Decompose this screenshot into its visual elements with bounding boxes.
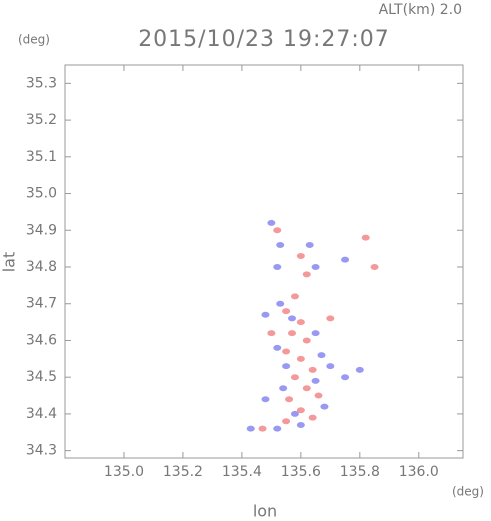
echo-point <box>273 264 282 271</box>
echo-point <box>302 385 311 392</box>
echo-point <box>261 396 270 403</box>
echo-point <box>290 410 299 417</box>
x-tick-label: 135.6 <box>281 464 321 480</box>
echo-point <box>302 337 311 344</box>
y-tick-label: 35.3 <box>26 75 57 91</box>
x-tick-label: 135.4 <box>222 464 262 480</box>
echo-point <box>273 227 282 234</box>
y-tick-label: 34.6 <box>26 332 57 348</box>
echo-point <box>311 377 320 384</box>
echo-point <box>326 363 335 370</box>
echo-point <box>355 366 364 373</box>
plot-frame <box>64 64 464 459</box>
echo-point <box>288 330 297 337</box>
x-unit: (deg) <box>452 485 484 499</box>
y-tick-label: 34.9 <box>26 222 57 238</box>
y-tick-label: 34.5 <box>26 369 57 385</box>
echo-point <box>282 348 291 355</box>
echo-point <box>311 264 320 271</box>
echo-point <box>326 315 335 322</box>
echo-point <box>361 234 370 241</box>
y-tick-label: 35.1 <box>26 149 57 165</box>
echo-point <box>273 344 282 351</box>
echo-point <box>341 256 350 263</box>
echo-point <box>296 421 305 428</box>
echo-point <box>311 330 320 337</box>
echo-point <box>305 241 314 248</box>
echo-point <box>296 407 305 414</box>
y-tick-label: 34.4 <box>26 406 57 422</box>
echo-point <box>308 414 317 421</box>
echo-point <box>296 252 305 259</box>
echo-point <box>276 300 285 307</box>
echo-point <box>267 330 276 337</box>
echo-point <box>308 366 317 373</box>
y-tick-label: 34.7 <box>26 296 57 312</box>
x-tick-label: 136.0 <box>399 464 439 480</box>
x-tick-label: 135.0 <box>104 464 144 480</box>
echo-point <box>285 396 294 403</box>
echo-point <box>261 311 270 318</box>
echo-point <box>296 319 305 326</box>
y-tick-label: 34.8 <box>26 259 57 275</box>
echo-point <box>320 403 329 410</box>
chart-title: 2015/10/23 19:27:07 <box>138 27 390 52</box>
y-tick-label: 34.3 <box>26 443 57 459</box>
echo-point <box>290 293 299 300</box>
chart-subtitle: ALT(km) 2.0 <box>379 2 462 18</box>
echo-point <box>341 374 350 381</box>
echo-point <box>273 425 282 432</box>
x-axis-label: lon <box>253 502 277 521</box>
echo-point <box>317 352 326 359</box>
y-tick-label: 35.2 <box>26 112 57 128</box>
echo-point <box>258 425 267 432</box>
y-axis-label: lat <box>0 252 19 273</box>
echo-point <box>267 219 276 226</box>
echo-point <box>279 385 288 392</box>
echo-point <box>290 374 299 381</box>
y-tick-label: 35.0 <box>26 186 57 202</box>
y-unit: (deg) <box>18 33 50 47</box>
echo-point <box>314 392 323 399</box>
echo-point <box>276 241 285 248</box>
echo-point <box>296 355 305 362</box>
echo-point <box>282 363 291 370</box>
echo-point <box>302 271 311 278</box>
echo-point <box>282 418 291 425</box>
x-tick-label: 135.8 <box>340 464 380 480</box>
x-tick-label: 135.2 <box>163 464 203 480</box>
echo-point <box>288 315 297 322</box>
echo-point <box>282 308 291 315</box>
echo-point <box>370 264 379 271</box>
echo-point <box>246 425 255 432</box>
